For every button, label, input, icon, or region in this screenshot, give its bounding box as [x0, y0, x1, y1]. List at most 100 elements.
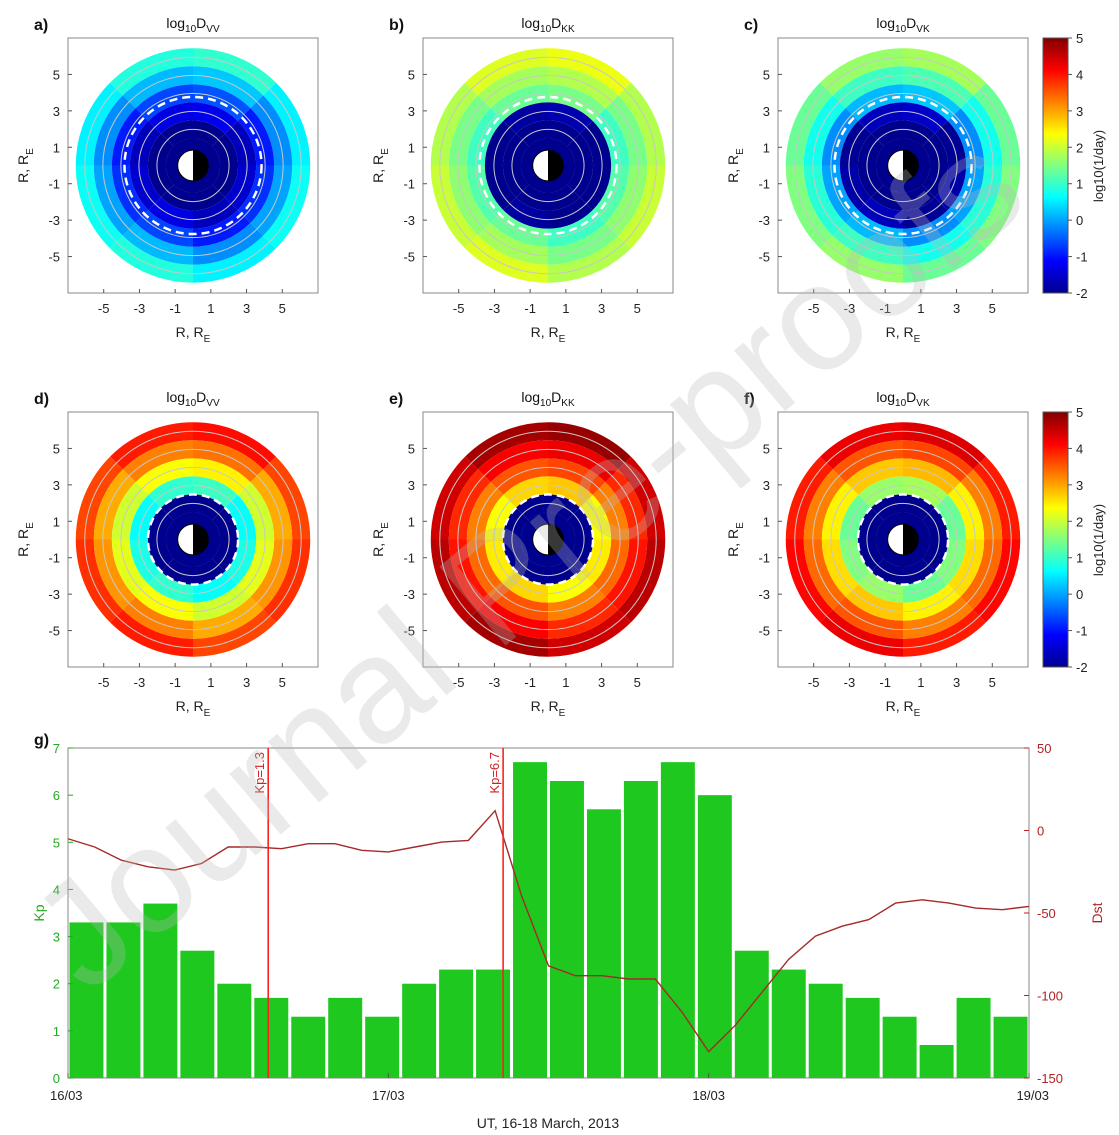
- y-axis-label: R, RE: [370, 148, 391, 183]
- earth-nightside: [903, 524, 919, 555]
- kp-bar: [734, 950, 769, 1078]
- colorbar-tick-label: -2: [1076, 660, 1088, 675]
- colorbar-tick-label: -1: [1076, 250, 1088, 265]
- heatmap-cell: [224, 165, 257, 211]
- heatmap-cell: [903, 102, 948, 134]
- guide-ring: [102, 448, 284, 631]
- x-tick-label: 1: [562, 301, 569, 316]
- kp-tick-label: 6: [53, 788, 60, 803]
- heatmap-cell: [484, 165, 517, 211]
- heatmap-cell: [839, 494, 872, 540]
- kp-bar: [550, 781, 584, 1078]
- kp-bar: [882, 1016, 917, 1078]
- plasmapause-ring: [146, 493, 240, 586]
- heatmap-cell: [934, 539, 967, 585]
- heatmap-cell: [193, 476, 238, 508]
- x-axis-label: R, RE: [176, 698, 211, 719]
- kp-bar: [180, 950, 215, 1078]
- heatmap-cell: [618, 456, 666, 540]
- x-tick-label: 3: [953, 301, 960, 316]
- panel-title: log10DKK: [521, 389, 575, 409]
- heatmap-cell: [785, 539, 833, 623]
- heatmap-cell: [111, 539, 149, 597]
- heatmap-cell: [148, 571, 193, 603]
- heatmap-cell: [75, 165, 123, 249]
- y-tick-label: -1: [403, 177, 415, 192]
- y-tick-label: 3: [53, 478, 60, 493]
- heatmap-cell: [224, 539, 257, 585]
- x-tick-label: -1: [879, 675, 891, 690]
- heatmap-cell: [548, 584, 606, 621]
- y-tick-label: -1: [403, 551, 415, 566]
- heatmap-cell: [490, 584, 548, 621]
- x-tick-label: 5: [989, 675, 996, 690]
- heatmap-cell: [110, 422, 193, 470]
- heatmap-cell: [821, 539, 859, 597]
- kp-tick-label: 5: [53, 835, 60, 850]
- x-tick-label: 3: [243, 301, 250, 316]
- y-tick-label: 1: [53, 514, 60, 529]
- guide-ring: [102, 74, 284, 257]
- heatmap-cell: [903, 458, 961, 495]
- kp-axis-label: Kp: [31, 904, 47, 921]
- guide-ring: [156, 502, 230, 577]
- guide-ring: [457, 74, 639, 257]
- guide-ring: [156, 128, 230, 203]
- kp-bar: [993, 1016, 1028, 1078]
- kp-tick-label: 7: [53, 741, 60, 756]
- y-tick-label: 3: [53, 104, 60, 119]
- panel-title: log10DVK: [876, 15, 930, 35]
- heatmap-cell: [129, 120, 162, 166]
- heatmap-cell: [129, 494, 162, 540]
- panel-d: -5 -5 -3 -3 -1 -1 1 1 3 3 5 5 R, RE R, RE log10DVV d): [15, 389, 319, 719]
- guide-ring: [830, 92, 976, 239]
- kp-marker-label: Kp=1.3: [252, 752, 267, 794]
- heatmap-cell: [947, 482, 985, 540]
- y-tick-label: 5: [408, 441, 415, 456]
- kp-bar: [771, 969, 806, 1078]
- heatmap-cell: [484, 494, 517, 540]
- heatmap-cell: [193, 422, 276, 470]
- y-tick-label: -5: [48, 624, 60, 639]
- kp-bar: [919, 1045, 954, 1078]
- y-tick-label: 5: [53, 67, 60, 82]
- colorbar-top-label: log10(1/day): [1091, 130, 1106, 202]
- guide-ring: [794, 56, 1012, 275]
- x-tick-label: 3: [243, 675, 250, 690]
- kp-bar: [69, 922, 104, 1078]
- heatmap-cell: [903, 584, 961, 621]
- y-tick-label: 5: [53, 441, 60, 456]
- heatmap-cell: [503, 102, 548, 134]
- x-tick-label: 1: [562, 675, 569, 690]
- y-tick-label: -3: [758, 213, 770, 228]
- heatmap-cell: [148, 102, 193, 134]
- dst-tick-label: -50: [1037, 906, 1056, 921]
- heatmap-cell: [465, 422, 548, 470]
- x-tick-label: 5: [634, 301, 641, 316]
- panel-label-c: c): [744, 17, 758, 34]
- y-axis-label: R, RE: [15, 522, 36, 557]
- heatmap-cell: [75, 539, 123, 623]
- x-tick-label: 3: [598, 675, 605, 690]
- panel-title: log10DKK: [521, 15, 575, 35]
- colorbar-bottom-ticks: 5 4 3 2 1 0 -1 -2: [1068, 405, 1088, 675]
- x-tick-label: -3: [844, 675, 856, 690]
- y-tick-label: -3: [758, 587, 770, 602]
- time-tick-label: 19/03: [1016, 1088, 1049, 1103]
- kp-bar: [697, 795, 732, 1078]
- heatmap-cell: [548, 609, 631, 657]
- heatmap-cell: [973, 82, 1021, 166]
- heatmap-cell: [503, 571, 548, 603]
- colorbar-tick-label: 4: [1076, 441, 1083, 456]
- time-tick-label: 16/03: [50, 1088, 83, 1103]
- panel-label-d: d): [34, 391, 49, 408]
- x-tick-label: -3: [844, 301, 856, 316]
- dst-axis-label: Dst: [1089, 902, 1105, 923]
- x-tick-label: -1: [169, 301, 181, 316]
- heatmap-cell: [430, 539, 478, 623]
- y-tick-label: -1: [758, 551, 770, 566]
- kp-bar: [956, 997, 991, 1078]
- heatmap-cell: [75, 82, 123, 166]
- plasmapause-ring: [833, 95, 973, 236]
